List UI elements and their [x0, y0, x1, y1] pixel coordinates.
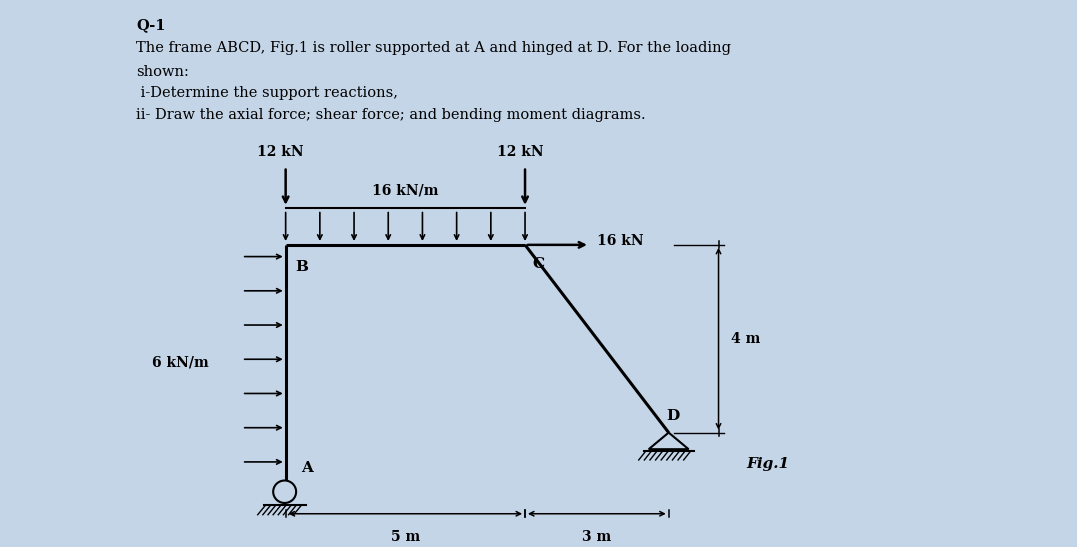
Text: ii- Draw the axial force; shear force; and bending moment diagrams.: ii- Draw the axial force; shear force; a… — [136, 108, 646, 122]
Text: Fig.1: Fig.1 — [746, 457, 789, 471]
Text: 3 m: 3 m — [583, 531, 612, 544]
Text: 6 kN/m: 6 kN/m — [152, 355, 208, 369]
Text: 16 kN: 16 kN — [597, 234, 643, 248]
Text: The frame ABCD, Fig.1 is roller supported at A and hinged at D. For the loading: The frame ABCD, Fig.1 is roller supporte… — [136, 42, 731, 55]
Text: Q-1: Q-1 — [136, 18, 166, 32]
Text: 16 kN/m: 16 kN/m — [372, 184, 438, 198]
Text: A: A — [302, 461, 313, 475]
Text: shown:: shown: — [136, 65, 188, 79]
Text: 4 m: 4 m — [730, 331, 760, 346]
Text: i-Determine the support reactions,: i-Determine the support reactions, — [136, 86, 398, 101]
Text: 5 m: 5 m — [391, 531, 420, 544]
Text: B: B — [295, 259, 309, 274]
Text: D: D — [667, 409, 680, 423]
Text: C: C — [532, 257, 544, 271]
Text: 12 kN: 12 kN — [496, 145, 544, 159]
Text: 12 kN: 12 kN — [257, 145, 304, 159]
